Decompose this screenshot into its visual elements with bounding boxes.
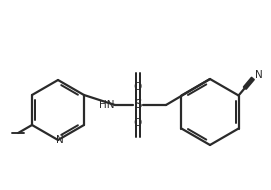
Text: N: N [56, 135, 64, 145]
Text: S: S [134, 98, 142, 112]
Text: HN: HN [99, 100, 115, 110]
Text: O: O [134, 82, 142, 92]
Text: O: O [134, 118, 142, 128]
Text: N: N [255, 70, 263, 80]
